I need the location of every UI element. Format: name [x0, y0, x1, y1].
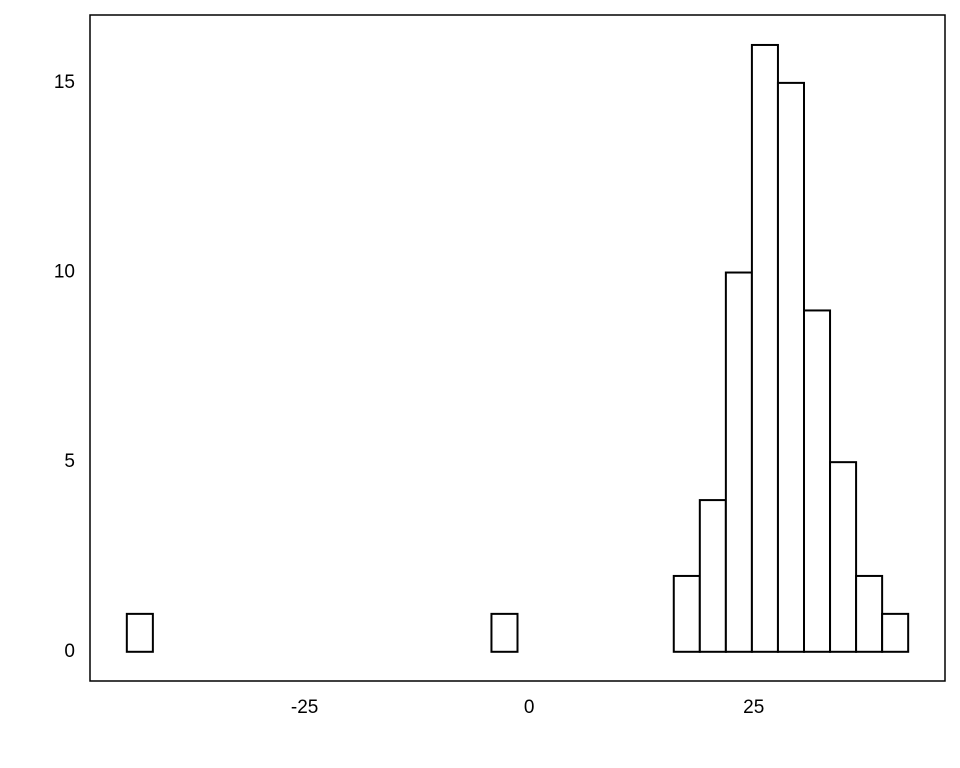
y-tick-label: 5	[64, 451, 75, 472]
plot-frame	[89, 14, 946, 682]
bar	[829, 461, 858, 653]
bar	[802, 309, 832, 653]
bar	[776, 81, 805, 653]
x-tick-label: 0	[524, 697, 535, 718]
bar	[855, 574, 884, 653]
bar	[724, 271, 753, 653]
x-tick-label: -25	[291, 697, 318, 718]
x-tick-label: 25	[743, 697, 764, 718]
y-tick-label: 10	[54, 262, 75, 283]
bar	[881, 612, 910, 653]
bar	[125, 612, 154, 653]
bar	[698, 499, 727, 653]
bar	[750, 43, 779, 653]
y-tick-label: 15	[54, 72, 75, 93]
bar	[672, 574, 701, 653]
bar	[490, 612, 519, 653]
y-tick-label: 0	[64, 641, 75, 662]
